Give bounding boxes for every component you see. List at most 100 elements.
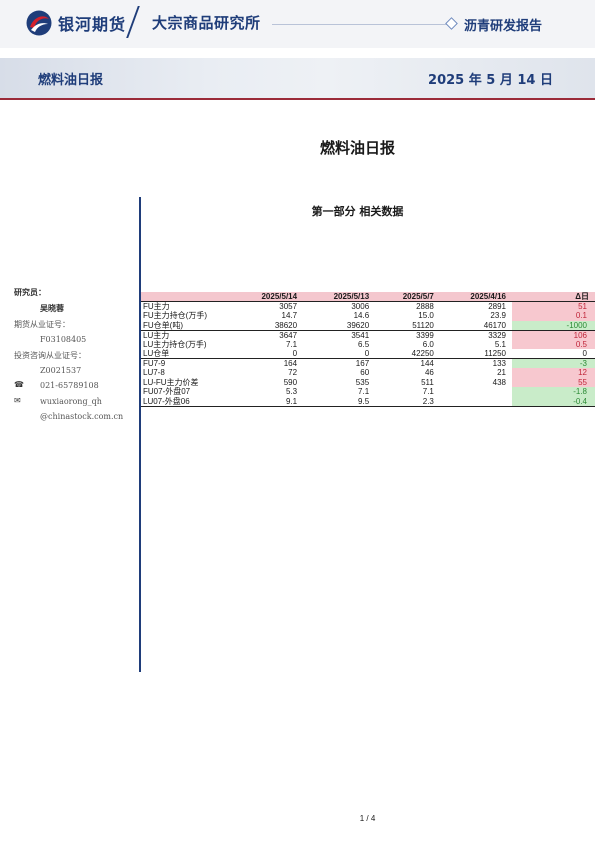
delta-cell: -1000 [512,320,595,331]
futures-cert-label: 期货从业证号： [14,320,70,329]
data-table: 2025/5/14 2025/5/13 2025/5/7 2025/4/16 Δ… [141,292,595,407]
table-row: LU7-8 72 60 46 21 12 [141,368,595,378]
delta-cell: 0.1 [512,311,595,321]
value-cell: 3647 [279,330,298,340]
delta-cell: 106 [512,330,595,340]
banner-title: 燃料油日报 [38,73,104,88]
banner-date: 2025 年 5 月 14 日 [428,73,553,88]
value-cell: 9.5 [303,396,376,407]
header-cell: 2025/5/14 [231,292,304,302]
researcher-label: 研究员： [14,288,46,297]
header-cell: 2025/5/7 [375,292,440,302]
phone-number: 021-65789108 [40,381,99,390]
email-line-1[interactable]: wuxiaorong_qh [40,397,102,406]
header-cell: 2025/4/16 [439,292,512,302]
row-label: FU主力持仓(万手) [143,311,207,321]
table-row: LU-FU主力价差 590 535 511 438 55 [141,377,595,387]
value-cell: 21 [497,368,506,378]
diamond-icon [445,17,458,30]
value-cell [440,387,512,397]
value-cell: 9.1 [231,396,304,407]
table-row: LU07-外盘06 9.1 9.5 2.3 -0.4 [141,396,595,407]
institute-name: 大宗商品研究所 [152,14,261,32]
table-row: LU主力 3647 3541 3399 3329 106 [141,330,595,340]
value-cell: 5.1 [494,339,506,349]
value-cell: 7.1 [285,339,298,349]
delta-cell: -0.4 [512,396,595,407]
email-line-2[interactable]: @chinastock.com.cn [40,412,124,421]
header-rule [272,24,447,25]
row-label: LU仓单 [141,349,231,359]
delta-cell: -1.8 [512,387,595,397]
value-cell: 2888 [416,302,434,311]
value-cell: 23.9 [490,311,506,321]
value-cell: 14.6 [353,311,370,321]
value-cell: 46170 [439,320,512,331]
row-label: LU主力持仓(万手) [143,339,207,349]
header-cell: Δ日 [512,292,595,302]
row-label: FU7-9 [143,359,166,368]
header-cell [141,292,231,302]
row-label: LU07-外盘06 [141,396,231,407]
value-cell: 7.1 [358,387,370,397]
delta-cell: 12 [512,368,595,378]
value-cell: 72 [288,368,298,378]
delta-cell: 0 [512,349,595,359]
delta-cell: 55 [512,377,595,387]
report-banner: 燃料油日报 2025 年 5 月 14 日 [0,58,595,100]
table-row: FU主力持仓(万手) 14.7 14.6 15.0 23.9 0.1 [141,311,595,321]
value-cell: 60 [360,368,370,378]
row-label: LU-FU主力价差 [143,377,199,387]
invest-cert-label: 投资咨询从业证号： [14,351,86,360]
value-cell: 3399 [416,330,434,340]
page-number: 1 / 4 [359,814,376,823]
table-row: FU主力 3057 3006 2888 2891 51 [141,301,595,311]
brand-name: 银河期货 [58,15,127,34]
report-type: 沥青研发报告 [464,19,543,34]
delta-cell: -3 [512,358,595,368]
value-cell: 438 [492,377,506,387]
value-cell: 39620 [303,320,376,331]
value-cell: 133 [492,359,506,368]
table-row: LU主力持仓(万手) 7.1 6.5 6.0 5.1 0.5 [141,339,595,349]
value-cell: 6.0 [422,339,434,349]
mail-icon: ✉ [14,396,21,405]
value-cell: 3541 [351,330,370,340]
galaxy-logo-icon [26,10,52,36]
futures-cert-number: F03108405 [40,335,87,344]
value-cell: 11250 [439,349,512,359]
value-cell: 51120 [375,320,440,331]
researcher-name: 吴晓蓉 [40,304,64,313]
value-cell: 3057 [279,302,298,311]
value-cell: 167 [355,359,370,368]
document-title: 燃料油日报 [319,139,395,157]
value-cell: 535 [355,377,370,387]
section-title: 第一部分 相关数据 [311,205,404,218]
value-cell: 42250 [375,349,440,359]
value-cell [439,396,512,407]
delta-cell: 51 [512,301,595,311]
row-label: FU仓单(吨) [141,320,231,331]
value-cell: 14.7 [281,311,298,321]
value-cell: 590 [283,377,298,387]
value-cell: 0 [231,349,304,359]
value-cell: 3329 [488,330,506,340]
value-cell: 0 [303,349,376,359]
row-label: FU主力 [143,302,170,311]
value-cell: 164 [283,359,298,368]
value-cell: 15.0 [418,311,434,321]
table-header-row: 2025/5/14 2025/5/13 2025/5/7 2025/4/16 Δ… [141,292,595,302]
value-cell: 38620 [231,320,304,331]
header-divider [126,6,140,38]
table-row: LU仓单 0 0 42250 11250 0 [141,349,595,359]
value-cell: 6.5 [358,339,370,349]
table-row: FU07-外盘07 5.3 7.1 7.1 -1.8 [141,387,595,397]
value-cell: 46 [424,368,434,378]
invest-cert-number: Z0021537 [40,366,82,375]
sidebar-divider [139,197,141,672]
phone-icon: ☎ [14,380,24,389]
value-cell: 2891 [488,302,506,311]
table-row: FU仓单(吨) 38620 39620 51120 46170 -1000 [141,320,595,331]
delta-cell: 0.5 [512,339,595,349]
value-cell: 511 [421,377,434,387]
